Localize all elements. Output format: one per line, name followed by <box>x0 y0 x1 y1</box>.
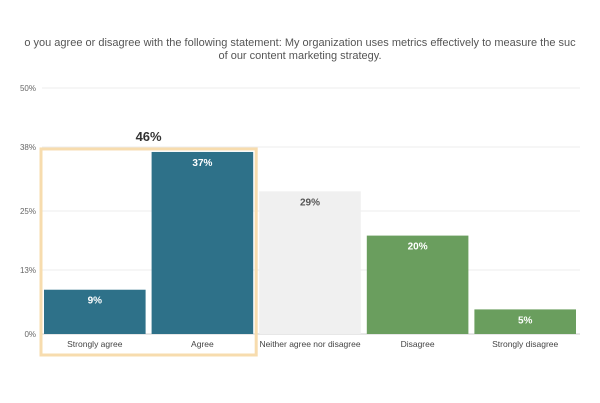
chart-title-line-2: of our content marketing strategy. <box>218 50 382 62</box>
bar-value-label: 20% <box>408 242 428 253</box>
y-tick-label: 13% <box>20 266 36 275</box>
x-tick-label: Disagree <box>401 339 435 349</box>
highlight-total-label: 46% <box>136 129 162 144</box>
bar-value-label: 5% <box>518 315 533 326</box>
x-tick-label: Agree <box>191 339 214 349</box>
bar <box>474 309 576 334</box>
bar <box>151 151 254 334</box>
bar <box>259 191 361 334</box>
bar-value-label: 9% <box>88 296 103 307</box>
y-tick-label: 38% <box>20 143 36 152</box>
highlight-box <box>39 147 258 357</box>
x-tick-label: Strongly agree <box>67 339 123 349</box>
bar-value-label: 29% <box>300 197 320 208</box>
y-tick-label: 50% <box>20 84 36 93</box>
chart-title-line-1: o you agree or disagree with the followi… <box>24 37 576 49</box>
x-tick-label: Neither agree nor disagree <box>259 339 360 349</box>
bar <box>44 289 146 334</box>
bar-value-label: 37% <box>192 158 212 169</box>
y-tick-label: 0% <box>24 330 36 339</box>
bar <box>366 235 469 334</box>
x-tick-label: Strongly disagree <box>492 339 558 349</box>
y-tick-label: 25% <box>20 207 36 216</box>
